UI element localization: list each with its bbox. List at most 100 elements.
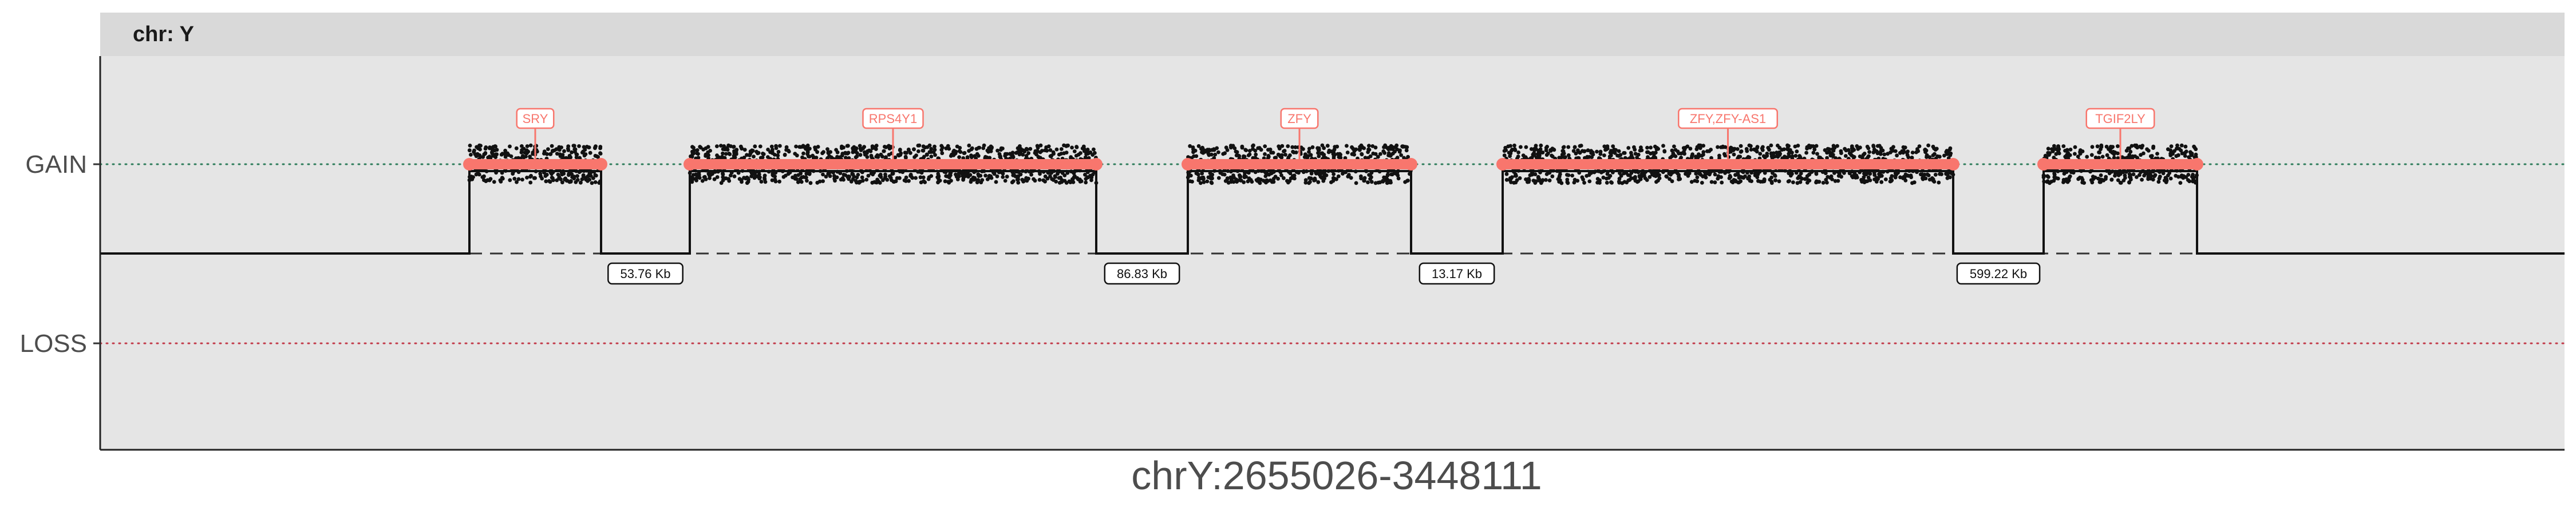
probe-point xyxy=(827,170,832,175)
probe-point xyxy=(805,149,810,154)
probe-point xyxy=(1740,169,1744,173)
probe-point xyxy=(2113,173,2117,178)
probe-point xyxy=(1866,146,1871,150)
probe-point xyxy=(577,170,582,175)
probe-point xyxy=(1855,175,1859,180)
probe-point xyxy=(1639,172,1644,176)
probe-point xyxy=(2177,146,2182,151)
probe-point xyxy=(1808,145,1812,150)
probe-point xyxy=(544,179,548,184)
probe-point xyxy=(1062,179,1067,183)
probe-point xyxy=(548,152,553,156)
probe-point xyxy=(469,153,473,157)
probe-point xyxy=(950,152,954,157)
probe-point xyxy=(2186,178,2190,182)
probe-point xyxy=(1788,169,1792,173)
probe-point xyxy=(999,148,1003,152)
probe-point xyxy=(844,156,848,160)
probe-point xyxy=(1385,172,1390,177)
probe-point xyxy=(1835,144,1839,148)
probe-point xyxy=(1783,169,1787,173)
probe-point xyxy=(542,171,546,175)
probe-point xyxy=(1587,173,1591,177)
gap-label: 53.76 Kb xyxy=(620,267,670,281)
probe-point xyxy=(740,169,745,173)
probe-point xyxy=(1852,171,1857,175)
probe-point xyxy=(824,175,828,179)
probe-point xyxy=(1258,181,1262,185)
probe-point xyxy=(2099,173,2103,177)
probe-point xyxy=(1212,156,1216,160)
probe-point xyxy=(870,144,875,149)
probe-point xyxy=(1794,171,1799,175)
probe-point xyxy=(835,175,839,180)
probe-point xyxy=(855,151,859,155)
probe-point xyxy=(980,178,985,182)
probe-point xyxy=(1309,176,1313,181)
probe-point xyxy=(1872,173,1877,177)
probe-point xyxy=(1332,172,1336,176)
probe-point xyxy=(841,177,846,182)
probe-point xyxy=(1617,149,1621,153)
probe-point xyxy=(1790,172,1794,176)
probe-point xyxy=(1839,151,1843,155)
probe-point xyxy=(1948,175,1952,180)
probe-point xyxy=(1851,175,1855,180)
probe-point xyxy=(767,169,771,174)
probe-point xyxy=(704,154,708,158)
probe-point xyxy=(1350,152,1354,156)
gene-end-marker xyxy=(1947,158,1959,171)
probe-point xyxy=(584,168,589,173)
probe-point xyxy=(1755,175,1760,180)
probe-point xyxy=(1786,179,1791,184)
probe-point xyxy=(1944,150,1949,154)
probe-point xyxy=(1263,174,1268,179)
probe-point xyxy=(1196,144,1201,148)
probe-point xyxy=(1076,177,1080,181)
probe-point xyxy=(1795,181,1800,185)
probe-point xyxy=(757,169,761,174)
probe-point xyxy=(1384,178,1388,183)
probe-point xyxy=(700,179,705,183)
probe-point xyxy=(1599,170,1603,175)
probe-point xyxy=(1406,154,1411,159)
probe-point xyxy=(1396,176,1401,181)
probe-point xyxy=(692,145,696,150)
probe-point xyxy=(1938,154,1942,159)
probe-point xyxy=(2046,175,2050,179)
probe-point xyxy=(2063,149,2067,153)
probe-point xyxy=(753,144,757,149)
probe-point xyxy=(503,154,508,159)
probe-point xyxy=(1378,152,1382,156)
probe-point xyxy=(1749,148,1753,152)
probe-point xyxy=(762,177,767,181)
probe-point xyxy=(925,153,929,157)
probe-point xyxy=(1712,169,1716,173)
probe-point xyxy=(846,175,850,179)
probe-point xyxy=(921,175,926,180)
probe-point xyxy=(1502,149,1507,153)
probe-point xyxy=(1776,144,1780,148)
probe-point xyxy=(740,180,744,184)
probe-point xyxy=(586,179,590,183)
probe-point xyxy=(1697,152,1701,156)
probe-point xyxy=(1010,180,1014,185)
probe-point xyxy=(566,146,570,151)
probe-point xyxy=(488,177,493,181)
probe-point xyxy=(542,152,546,156)
probe-point xyxy=(1402,156,1406,160)
probe-point xyxy=(722,147,726,151)
probe-point xyxy=(893,155,898,160)
x-axis-title: chrY:2655026-3448111 xyxy=(1131,453,1542,498)
probe-point xyxy=(707,173,712,177)
probe-point xyxy=(1626,146,1631,150)
probe-point xyxy=(577,144,581,148)
probe-point xyxy=(525,176,529,180)
probe-point xyxy=(967,143,971,148)
probe-point xyxy=(983,154,987,159)
probe-point xyxy=(1864,172,1868,177)
probe-point xyxy=(1858,154,1862,159)
probe-point xyxy=(1529,147,1534,151)
probe-point xyxy=(574,155,579,160)
probe-point xyxy=(1326,150,1331,154)
